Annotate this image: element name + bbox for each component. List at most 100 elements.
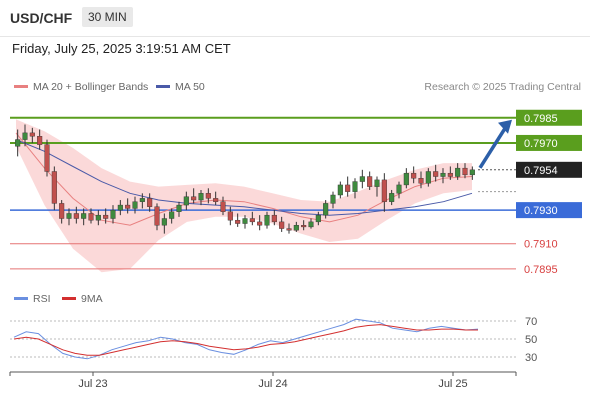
candle-body [88, 213, 94, 221]
candle-body [257, 221, 263, 226]
rsi-legend-label: RSI [33, 293, 51, 305]
candle-body [147, 198, 153, 207]
rsi-panel: 70 50 30 [10, 316, 537, 364]
candle-body [315, 214, 321, 223]
level-label-0.7930: 0.7930 [524, 205, 558, 217]
target-arrow-shaft [478, 125, 508, 169]
credit-text: Research © 2025 Trading Central [424, 81, 581, 93]
candle-body [345, 184, 351, 192]
bollinger-fill [16, 119, 472, 273]
level-tag-0.7930 [516, 202, 582, 219]
candle-body [117, 204, 123, 211]
candle-body [15, 139, 21, 147]
ma20-legend-label: MA 20 + Bollinger Bands [33, 81, 148, 93]
candle-body [301, 225, 307, 228]
candle-body [367, 176, 373, 187]
candle-body [220, 201, 226, 212]
candle-body [103, 214, 109, 219]
current-price-label: 0.7954 [524, 165, 558, 177]
candle-body [293, 225, 299, 231]
rsi-ma-line [13, 324, 478, 356]
timeframe-button[interactable]: 30 MIN [82, 7, 133, 27]
level-label-0.7910: 0.7910 [524, 239, 558, 251]
x-tick-label: Jul 24 [258, 378, 287, 390]
candle-body [271, 214, 277, 223]
candle-body [22, 132, 28, 140]
level-tag-0.7985 [516, 109, 582, 126]
header-divider [0, 36, 590, 37]
candle-body [154, 206, 160, 226]
target-arrow-head [498, 119, 512, 134]
level-label-0.7985: 0.7985 [524, 113, 558, 125]
rsi-tick-30: 30 [525, 352, 537, 364]
candle-body [110, 209, 116, 219]
rsi-tick-70: 70 [525, 316, 537, 328]
candle-body [359, 176, 365, 182]
candle-body [191, 196, 197, 201]
candle-body [403, 172, 409, 186]
pair-title: USD/CHF [10, 10, 73, 26]
candle-body [330, 194, 336, 204]
candle-body [286, 228, 292, 231]
rsi-line [13, 318, 479, 360]
candle-body [323, 203, 329, 216]
timestamp: Friday, July 25, 2025 3:19:51 AM CET [12, 41, 231, 56]
chart-header: USD/CHF 30 MIN [0, 0, 590, 36]
candle-body [95, 214, 101, 221]
level-labels: 0.7985 0.7970 0.7930 0.7910 0.7895 0.7954 [478, 109, 582, 276]
candle-body [183, 196, 189, 206]
candle-body [425, 171, 431, 184]
candlesticks [15, 124, 475, 234]
level-label-0.7970: 0.7970 [524, 138, 558, 150]
candle-body [389, 193, 395, 202]
moving-averages [15, 132, 473, 226]
rsi-ma-legend-label: 9MA [81, 293, 103, 305]
candle-body [352, 181, 358, 192]
candle-body [29, 132, 35, 137]
candle-body [337, 184, 343, 196]
candle-body [396, 184, 402, 194]
candle-body [176, 204, 182, 212]
ma50-line [15, 139, 473, 216]
candle-body [66, 213, 72, 219]
candle-body [51, 171, 57, 204]
candle-body [411, 172, 417, 179]
candle-body [235, 219, 241, 224]
candle-body [433, 171, 439, 177]
candle-body [279, 221, 285, 229]
rsi-tick-50: 50 [525, 334, 537, 346]
candle-body [161, 218, 167, 226]
x-tick-label: Jul 23 [78, 378, 107, 390]
level-lines [10, 116, 516, 270]
candle-body [81, 213, 87, 219]
candle-body [381, 179, 387, 202]
candle-body [462, 167, 468, 176]
rsi-legend-swatch [14, 297, 28, 300]
candle-body [169, 211, 175, 219]
candle-body [418, 178, 424, 184]
ma50-legend-label: MA 50 [175, 81, 205, 93]
rsi-ma-legend-swatch [62, 297, 76, 300]
candle-body [374, 179, 380, 187]
candle-body [132, 201, 138, 209]
candle-body [73, 213, 79, 219]
candle-body [242, 218, 248, 224]
candle-body [205, 193, 211, 199]
candle-body [440, 172, 446, 177]
candle-body [447, 172, 453, 177]
bollinger-band [16, 119, 472, 273]
current-price-tag [516, 161, 582, 178]
x-axis: Jul 23 Jul 24 Jul 25 [9, 371, 517, 390]
candle-body [308, 221, 314, 228]
ma50-legend-swatch [156, 85, 170, 88]
candle-body [469, 169, 475, 176]
candle-body [37, 136, 43, 145]
candle-body [198, 193, 204, 201]
candle-body [44, 144, 50, 172]
candle-body [264, 214, 270, 226]
level-label-0.7895: 0.7895 [524, 264, 558, 276]
candle-body [59, 203, 65, 219]
ma20-line [15, 132, 473, 226]
candle-body [227, 211, 233, 221]
